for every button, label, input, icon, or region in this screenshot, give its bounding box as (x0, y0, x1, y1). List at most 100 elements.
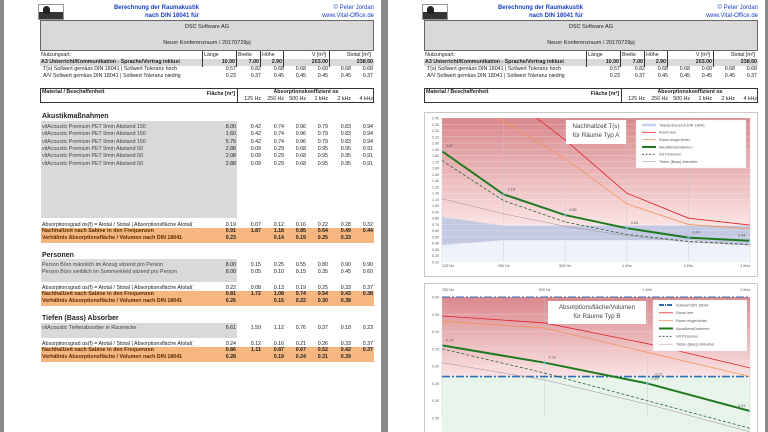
y-tick-label: 0.80 (432, 217, 439, 221)
reverb-value: 1.18 (273, 228, 284, 234)
tolerance-low-value: 0.45 (701, 73, 712, 79)
reverb-value: 0.49 (340, 228, 351, 234)
y-tick-label: 2.30 (432, 123, 439, 127)
data-label: 0.25 (651, 376, 658, 380)
tolerance-high-value: 0.82 (634, 66, 645, 72)
y-tick-label: 0.20 (432, 254, 439, 258)
dim-value-surface: 238.60 (740, 59, 757, 65)
report-title: Berechnung der Raumakustik (497, 5, 583, 11)
y-tick-label: 1.20 (432, 192, 439, 196)
company-name: DSC Software AG (568, 24, 614, 30)
dim-value-width: 7.00 (632, 59, 643, 65)
material-value: 0.91 (362, 153, 373, 160)
freq-header: 4 kHz (743, 96, 757, 102)
report-title: Berechnung der Raumakustik (113, 5, 199, 11)
absorption-value: 0.37 (362, 341, 373, 347)
data-label: 0.49 (692, 231, 699, 235)
material-value: 0.55 (295, 262, 306, 268)
dim-value-height: 2.90 (271, 59, 282, 65)
ratio-value: 0.24 (295, 354, 306, 360)
project-name: Neuer Konferenzraum / 20170729pj (547, 40, 635, 46)
material-value: 0.74 (273, 138, 284, 145)
dim-header-col_volume: V [m³] (311, 52, 326, 58)
chart-title: für Räume Typ A (573, 132, 621, 139)
material-value: 8.00 (225, 124, 236, 130)
y-tick-label: 0.40 (432, 242, 439, 246)
project-box (40, 20, 374, 51)
chart-svg: 0.00 0.05 0.10 0.15 0.20 0.25 0.30 0.35 250 Hz 50… (432, 288, 751, 432)
data-point (563, 213, 567, 217)
reverb-value: 0.87 (273, 347, 284, 353)
usage-row (424, 59, 758, 66)
y-tick-label: 1.10 (432, 198, 439, 202)
reverb-label: Nachhallzeit nach Sabine in den Frequenz… (42, 228, 154, 234)
tolerance-high-label: T(s) Sollwert gemäss DIN 18041 | Sollwer… (43, 66, 178, 72)
reverb-value: 1.87 (250, 228, 261, 234)
material-value: 0.09 (250, 160, 261, 167)
dim-value-length: 10.00 (605, 59, 619, 65)
reverb-value: 0.64 (317, 228, 328, 234)
material-value: 0.90 (340, 262, 351, 268)
material-header-box (40, 88, 374, 103)
below-target-area (442, 376, 750, 432)
x-tick-label: 2 kHz (740, 288, 750, 292)
y-tick-label: 1.90 (432, 148, 439, 152)
dim-header-col_surface: Stotal [m²] (346, 52, 371, 58)
material-header: Material / Beschaffenheit (42, 89, 105, 95)
absorption-value: 0.37 (362, 285, 373, 291)
y-tick-label: 2.20 (432, 129, 439, 133)
dim-cell (667, 51, 713, 67)
material-value: 0.42 (250, 131, 261, 138)
series-group (442, 315, 750, 432)
ratio-value: 0.19 (273, 354, 284, 360)
target-label: 0.23 (655, 373, 662, 377)
data-point (646, 382, 649, 385)
dim-cell (329, 51, 374, 67)
data-point (502, 193, 505, 196)
series-line-tiefen-bass-absorber (442, 198, 750, 246)
dim-value-length: 10.00 (221, 59, 235, 65)
material-value: 8.00 (225, 269, 236, 276)
chart-absorption-volume: 0.00 0.05 0.10 0.15 0.20 0.25 0.30 0.35 250 Hz 50… (424, 283, 758, 432)
data-label: 0.14 (446, 338, 453, 342)
material-value: 1.60 (225, 131, 236, 138)
tolerance-low-value: 0.45 (295, 73, 306, 79)
y-tick-label: 2.00 (432, 142, 439, 146)
material-value: 0.35 (317, 269, 328, 276)
chart-title: für Räume Typ B (573, 313, 620, 320)
material-value: 0.68 (295, 153, 306, 160)
tolerance-high-value: 0.68 (362, 66, 373, 72)
reverb-value: 0.38 (362, 291, 373, 297)
material-value: 0.95 (340, 160, 351, 167)
data-label: 1.18 (508, 187, 515, 191)
material-value: 0.91 (362, 160, 373, 167)
ratio-label: Verhältnis Absorptionsfläche / Volumen n… (42, 298, 183, 304)
absorption-value: 0.33 (340, 341, 351, 347)
dim-value-volume: 203.00 (311, 59, 328, 65)
ratio-label: Verhältnis Absorptionsfläche / Volumen n… (42, 235, 183, 241)
material-value: 0.68 (295, 160, 306, 167)
legend-item: Raum eingerichtet (659, 138, 691, 142)
material-name: vitAcoustic Premium PET 9mm Abstand 50 (42, 160, 143, 167)
tolerance-high-value: 0.68 (724, 66, 735, 72)
data-label: 0.64 (631, 221, 638, 225)
tolerance-high-value: 0.68 (679, 66, 690, 72)
absorption-value: 0.19 (295, 285, 306, 291)
chart-reverberation: 0.10 0.20 0.30 0.40 0.50 0.60 0.70 0.80 0.90 1.00… (424, 112, 758, 277)
material-value: 0.95 (317, 153, 328, 160)
data-point (442, 344, 444, 347)
material-value: 0.68 (295, 145, 306, 152)
absorption-value: 0.19 (225, 222, 236, 228)
material-value: 0.76 (295, 325, 306, 331)
section-title: Tiefen (Bass) Absorber (42, 315, 119, 322)
usage-row (40, 59, 374, 66)
y-tick-label: 1.50 (432, 173, 439, 177)
usage-label: Nutzungsart: (41, 52, 72, 58)
y-tick-label: 0.10 (432, 330, 439, 334)
material-name: Person Büro weiblich im Sommerkleid sitz… (42, 269, 177, 276)
absorption-label: Absorptionsgrad αs(f) = Atotal / Stotal … (42, 222, 193, 228)
tolerance-low-value: 0.37 (362, 73, 373, 79)
legend-box (635, 119, 747, 169)
ratio-value: 0.25 (317, 235, 328, 241)
legend-item: Tiefen (Bass) Absorber (659, 160, 698, 164)
